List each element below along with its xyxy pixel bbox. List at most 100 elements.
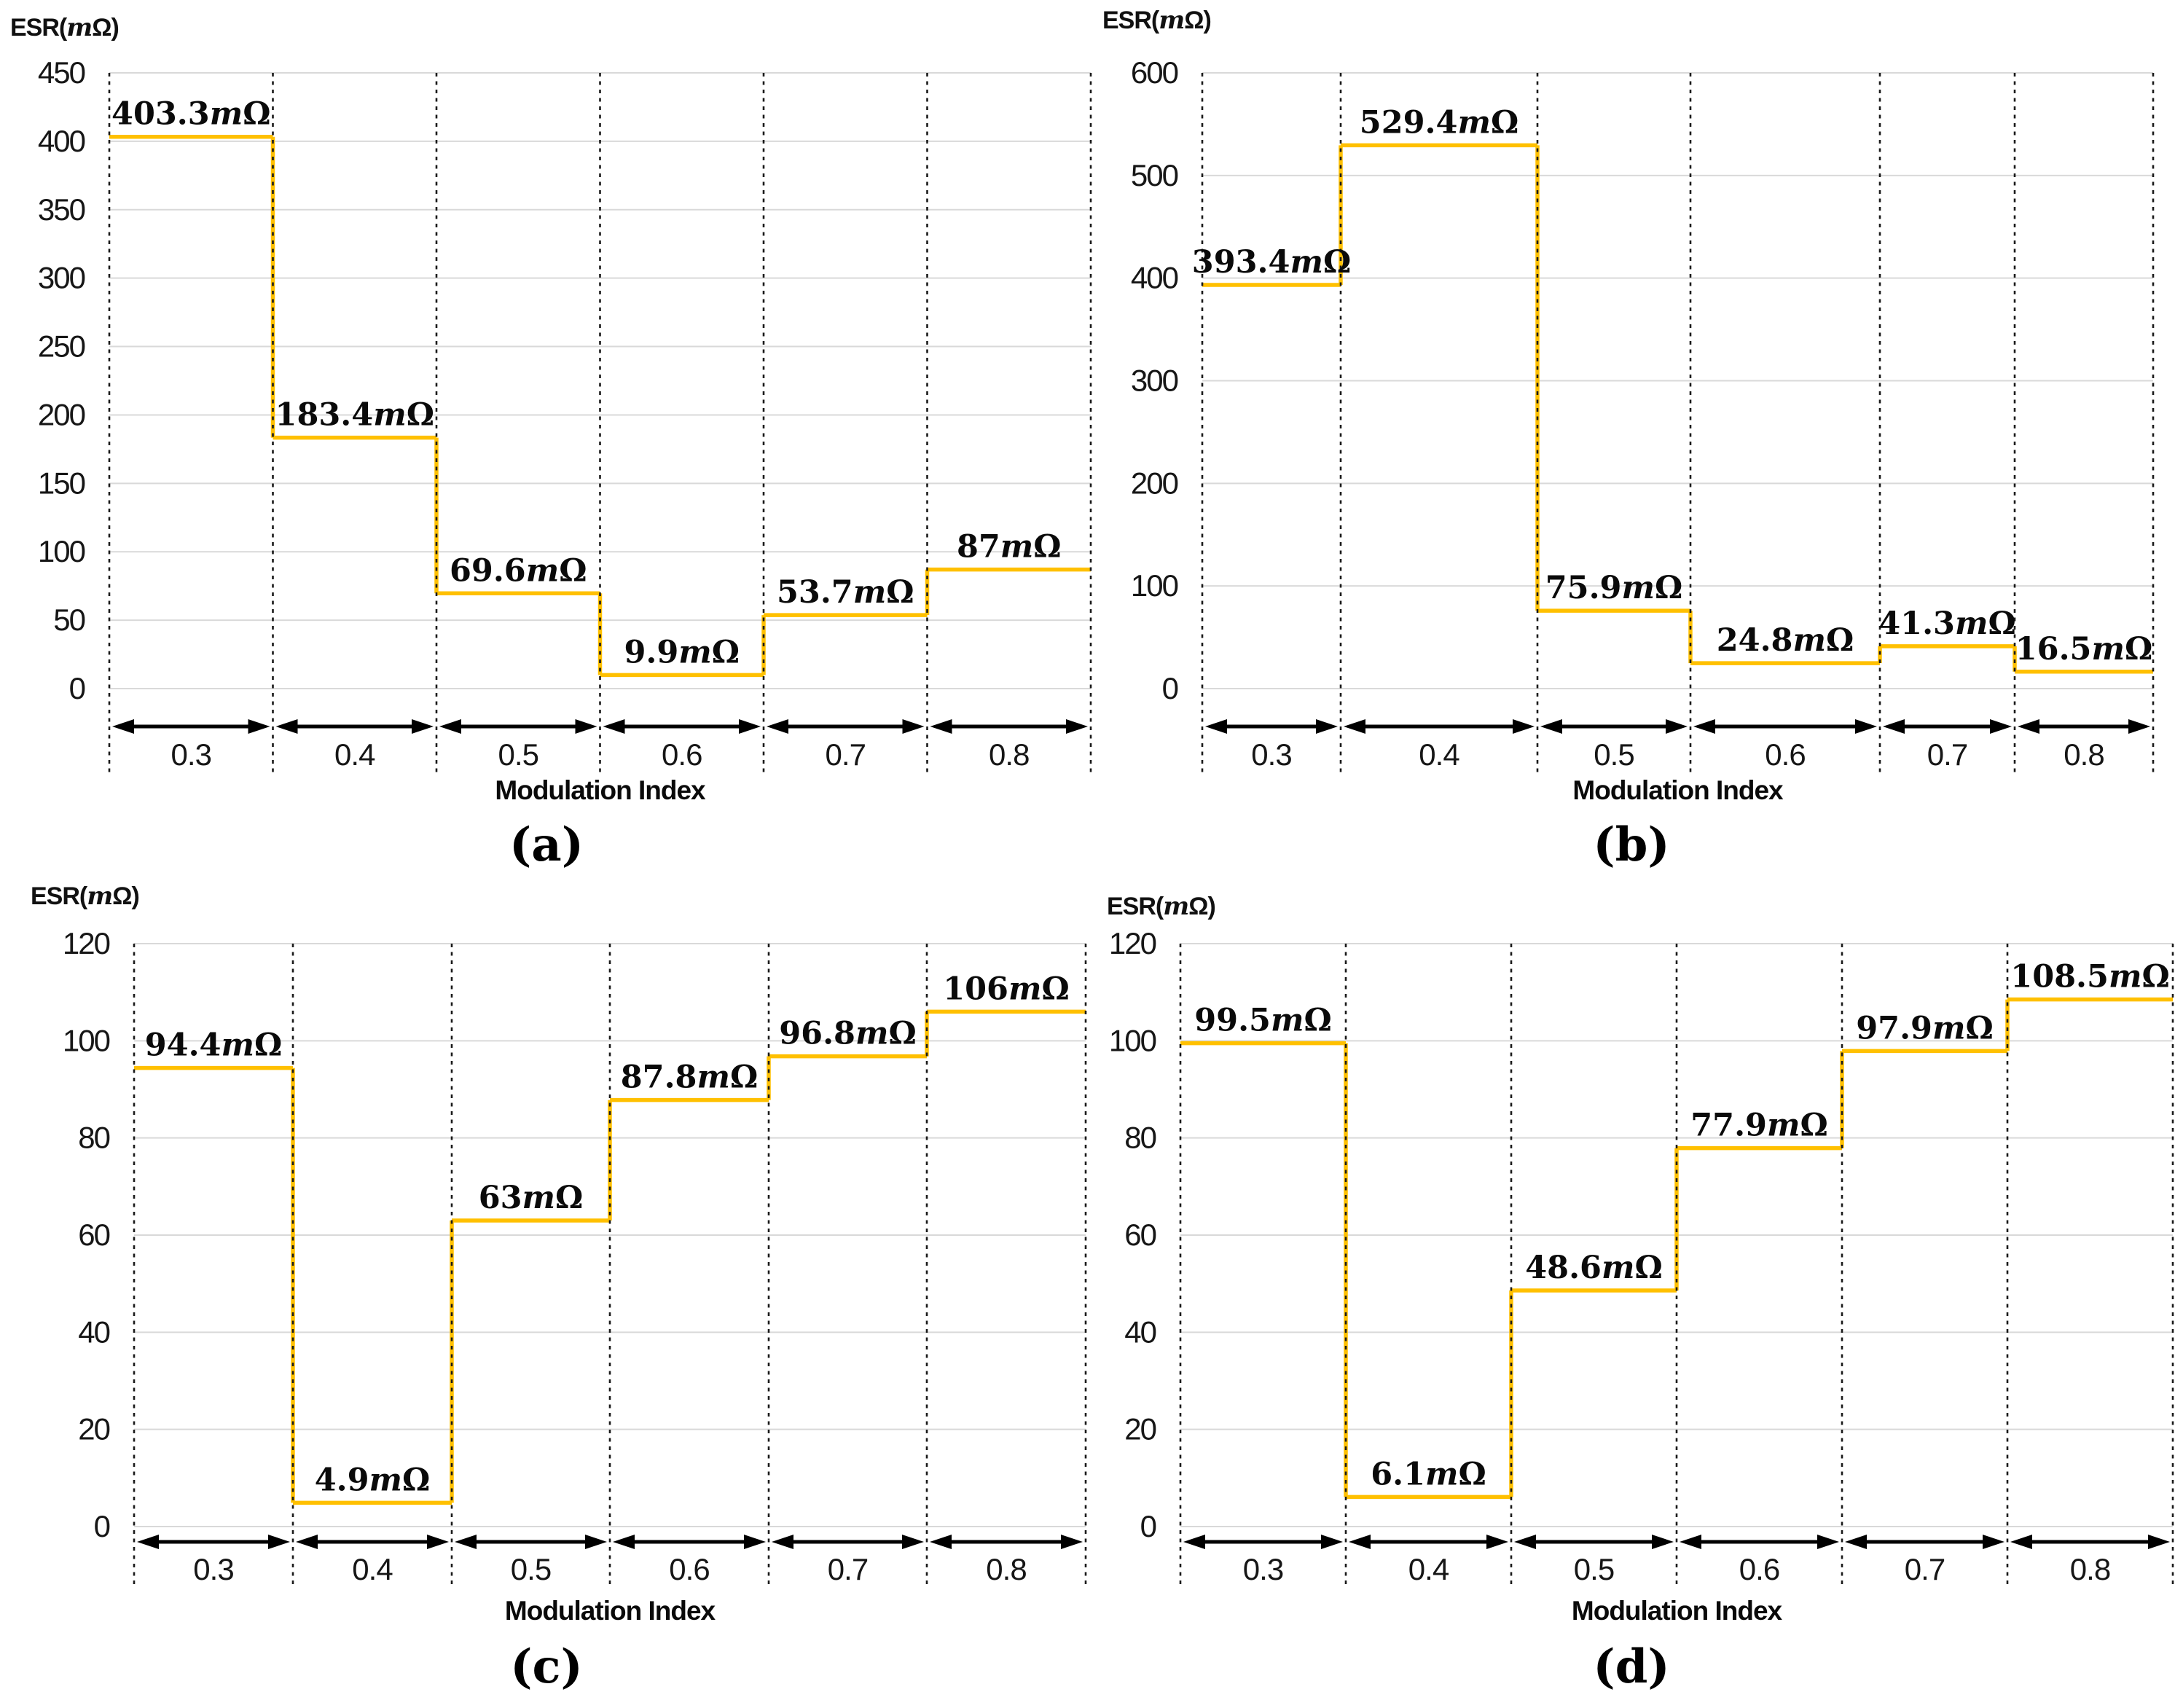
arrowhead-left: [1349, 1535, 1371, 1549]
y-tick-label: 150: [38, 466, 85, 500]
arrowhead-right: [1990, 719, 2012, 734]
y-tick-label: 350: [38, 192, 85, 227]
arrowhead-left: [112, 719, 134, 734]
y-tick-label: 0: [69, 671, 85, 705]
data-label: 108.5mΩ: [2010, 959, 2169, 995]
data-label: 96.8mΩ: [779, 1016, 917, 1052]
y-tick-label: 0: [94, 1509, 110, 1543]
arrowhead-right: [1855, 719, 1877, 734]
y-tick-label: 400: [1131, 261, 1178, 295]
chart-a-caption: (a): [509, 818, 584, 872]
x-category-label: 0.8: [986, 1552, 1026, 1586]
y-tick-label: 100: [1131, 568, 1178, 603]
chart-a: ESR(mΩ) 450 400 350 300 250 200 150 100 50 0 0.3 0.…: [0, 0, 1093, 872]
data-label: 87.8mΩ: [621, 1059, 759, 1096]
y-tick-label: 20: [1124, 1412, 1156, 1446]
y-tick-label: 60: [78, 1218, 109, 1252]
y-tick-label: 100: [63, 1023, 110, 1057]
y-tick-label: 80: [78, 1121, 109, 1155]
chart-d: ESR(mΩ) 120 100 80 60 40 20 0 0.3 0.4 0.5 0.6 0.7 0.…: [1088, 854, 2175, 1708]
y-tick-label: 20: [78, 1412, 109, 1446]
arrowhead-right: [744, 1535, 766, 1549]
x-category-label: 0.6: [662, 737, 702, 772]
y-axis-label-prefix: ESR(: [10, 14, 67, 42]
y-tick-label: 300: [1131, 364, 1178, 398]
y-tick-label: 40: [1124, 1315, 1156, 1349]
y-tick-label: 600: [1131, 55, 1178, 90]
x-category-label: 0.8: [989, 737, 1029, 772]
y-axis-label-m: m: [1159, 6, 1185, 35]
arrowhead-right: [1983, 1535, 2004, 1549]
data-label: 24.8mΩ: [1717, 622, 1854, 659]
arrowhead-right: [1817, 1535, 1839, 1549]
x-category-label: 0.7: [826, 737, 866, 772]
x-axis-label: Modulation Index: [495, 775, 705, 805]
chart-d-plot: 120 100 80 60 40 20 0 0.3 0.4 0.5 0.6 0.7 0.8 99.5mΩ 6…: [1109, 926, 2174, 1587]
arrowhead-left: [930, 719, 952, 734]
y-axis-label-prefix: ESR(: [1107, 893, 1164, 920]
data-label: 9.9mΩ: [624, 634, 740, 670]
data-label: 87mΩ: [957, 529, 1062, 565]
arrowhead-left: [1344, 719, 1365, 734]
data-label: 403.3mΩ: [111, 96, 270, 133]
chart-c-caption: (c): [510, 1640, 583, 1694]
arrowhead-left: [767, 719, 788, 734]
y-tick-label: 200: [1131, 466, 1178, 500]
x-category-label: 0.4: [1408, 1552, 1449, 1586]
y-tick-label: 120: [1109, 926, 1156, 960]
arrowhead-left: [137, 1535, 159, 1549]
y-axis-label-suffix: Ω): [112, 882, 140, 910]
data-label: 53.7mΩ: [777, 574, 914, 611]
y-axis-label-suffix: Ω): [1184, 7, 1212, 34]
arrowhead-right: [1316, 719, 1338, 734]
x-category-label: 0.8: [2070, 1552, 2110, 1586]
arrowhead-left: [1183, 1535, 1205, 1549]
y-tick-label: 80: [1124, 1121, 1156, 1155]
arrowhead-left: [1540, 719, 1562, 734]
data-label: 99.5mΩ: [1194, 1003, 1332, 1039]
y-tick-label: 0: [1140, 1509, 1156, 1543]
y-tick-label: 0: [1162, 671, 1178, 705]
y-tick-label: 200: [38, 397, 85, 431]
y-axis-label: ESR(mΩ): [1102, 6, 1212, 35]
arrowhead-left: [1680, 1535, 1701, 1549]
arrowhead-right: [575, 719, 597, 734]
x-category-label: 0.3: [171, 737, 211, 772]
x-category-label: 0.6: [1765, 737, 1805, 772]
data-label: 529.4mΩ: [1360, 104, 1518, 141]
data-label: 4.9mΩ: [315, 1462, 431, 1498]
y-axis-label-suffix: Ω): [1188, 893, 1216, 920]
data-label: 41.3mΩ: [1878, 606, 2016, 642]
data-label: 106mΩ: [943, 971, 1070, 1007]
data-label: 16.5mΩ: [2015, 631, 2153, 667]
x-category-label: 0.6: [1739, 1552, 1779, 1586]
y-tick-label: 100: [1109, 1023, 1156, 1057]
data-label: 48.6mΩ: [1525, 1250, 1663, 1286]
arrowhead-left: [1205, 719, 1227, 734]
arrowhead-left: [772, 1535, 793, 1549]
arrowhead-right: [585, 1535, 607, 1549]
x-category-label: 0.5: [1574, 1552, 1614, 1586]
y-tick-label: 450: [38, 55, 85, 90]
y-tick-label: 250: [38, 329, 85, 364]
x-axis-label: Modulation Index: [504, 1596, 716, 1626]
data-label: 63mΩ: [479, 1180, 584, 1216]
y-tick-label: 100: [38, 534, 85, 568]
y-tick-label: 40: [78, 1315, 109, 1349]
arrowhead-right: [1321, 1535, 1343, 1549]
arrowhead-right: [248, 719, 270, 734]
arrowhead-left: [613, 1535, 635, 1549]
data-label: 75.9mΩ: [1545, 570, 1683, 606]
chart-c-plot: 120 100 80 60 40 20 0 0.3 0.4 0.5 0.6 0.7 0.8 94.4mΩ 4…: [63, 926, 1087, 1587]
arrowhead-left: [439, 719, 461, 734]
arrowhead-right: [1513, 719, 1535, 734]
arrowhead-right: [268, 1535, 290, 1549]
arrowhead-right: [2128, 719, 2150, 734]
data-label: 94.4mΩ: [145, 1027, 283, 1064]
y-axis-label-m: m: [87, 882, 113, 911]
chart-b: ESR(mΩ) 600 500 400 300 200 100 0 0.3 0.4 0.5 0.6 0…: [1088, 0, 2175, 872]
arrowhead-left: [1883, 719, 1905, 734]
x-category-label: 0.7: [1927, 737, 1967, 772]
x-category-label: 0.7: [1905, 1552, 1945, 1586]
